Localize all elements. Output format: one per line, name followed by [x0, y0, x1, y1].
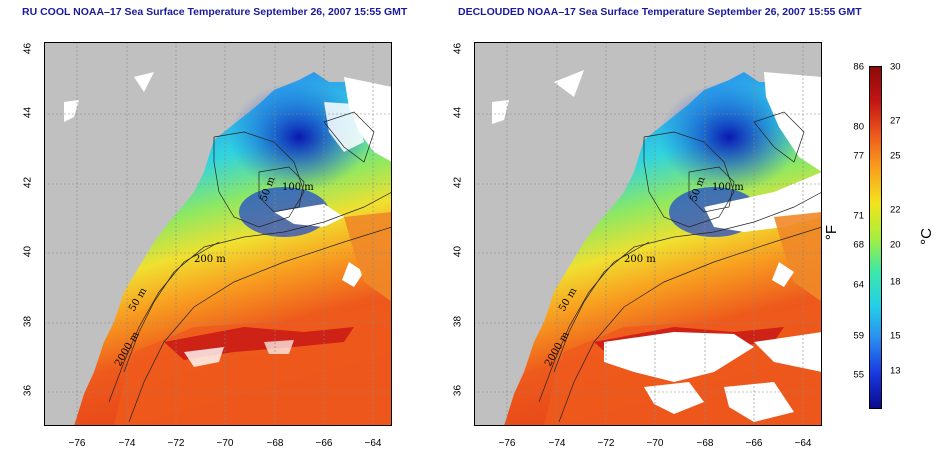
colorbar-c-tick: 25 — [890, 150, 901, 162]
y-tick-label: 40 — [22, 245, 34, 258]
colorbar-c-tick: 27 — [890, 115, 901, 127]
celsius-unit-label: °C — [917, 228, 935, 245]
colorbar-c-tick: 30 — [890, 61, 901, 73]
x-tick-label: −64 — [364, 438, 382, 449]
y-tick-label: 44 — [22, 106, 34, 119]
colorbar-f-tick: 64 — [853, 279, 864, 291]
colorbar-f-tick: 80 — [853, 121, 864, 133]
x-tick-label: −70 — [216, 438, 234, 449]
y-tick-label: 40 — [452, 245, 464, 258]
colorbar-f-tick: 71 — [853, 210, 864, 222]
bathymetry-contours — [538, 111, 822, 423]
contour-label-100m: 100 m — [712, 182, 744, 193]
bathymetry-contours — [108, 111, 392, 423]
x-tick-label: −72 — [597, 438, 615, 449]
right-map-canvas: 200 m 100 m 50 m 50 m 2000 m — [474, 42, 822, 426]
colorbar-c-tick: 13 — [890, 365, 901, 377]
x-tick-label: −66 — [745, 438, 763, 449]
y-tick-label: 36 — [452, 384, 464, 397]
contour-label-200m: 200 m — [624, 254, 656, 265]
left-map-title: RU COOL NOAA–17 Sea Surface Temperature … — [22, 6, 408, 18]
graticule — [44, 42, 392, 426]
colorbar-c-tick: 15 — [890, 330, 901, 342]
left-map-canvas: 200 m 100 m 50 m 50 m 2000 m — [44, 42, 392, 426]
x-tick-label: −68 — [696, 438, 714, 449]
x-tick-label: −76 — [498, 438, 516, 449]
x-tick-label: −70 — [646, 438, 664, 449]
colorbar-c-tick: 18 — [890, 276, 901, 288]
colorbar-f-tick: 59 — [853, 330, 864, 342]
left-sst-map: 200 m 100 m 50 m 50 m 2000 m −76 −74 −72… — [23, 42, 392, 449]
y-tick-label: 38 — [452, 315, 464, 328]
y-tick-label: 42 — [22, 176, 34, 189]
colorbar-f-tick: 68 — [853, 239, 864, 251]
colorbar-c-tick: 20 — [890, 239, 901, 251]
right-map-title: DECLOUDED NOAA–17 Sea Surface Temperatur… — [458, 6, 862, 18]
x-tick-label: −74 — [548, 438, 566, 449]
x-tick-label: −68 — [266, 438, 284, 449]
colorbar-c-tick: 22 — [890, 204, 901, 216]
y-tick-label: 44 — [452, 106, 464, 119]
colorbar-f-tick: 86 — [853, 61, 864, 73]
y-tick-label: 46 — [452, 42, 464, 55]
contour-label-200m: 200 m — [194, 254, 226, 265]
land-mask — [44, 42, 392, 426]
y-tick-label: 36 — [22, 384, 34, 397]
temperature-colorbar — [869, 66, 882, 409]
x-tick-label: −66 — [315, 438, 333, 449]
contour-label-100m: 100 m — [282, 182, 314, 193]
right-sst-map: 200 m 100 m 50 m 50 m 2000 m −76 −74 −72… — [453, 42, 822, 449]
x-tick-label: −76 — [68, 438, 86, 449]
colorbar-f-tick: 77 — [853, 150, 864, 162]
x-tick-label: −74 — [118, 438, 136, 449]
colorbar-f-tick: 55 — [853, 369, 864, 381]
x-tick-label: −64 — [794, 438, 812, 449]
y-tick-label: 38 — [22, 315, 34, 328]
x-tick-label: −72 — [167, 438, 185, 449]
fahrenheit-unit-label: °F — [823, 224, 841, 241]
y-tick-label: 46 — [22, 42, 34, 55]
y-tick-label: 42 — [452, 176, 464, 189]
